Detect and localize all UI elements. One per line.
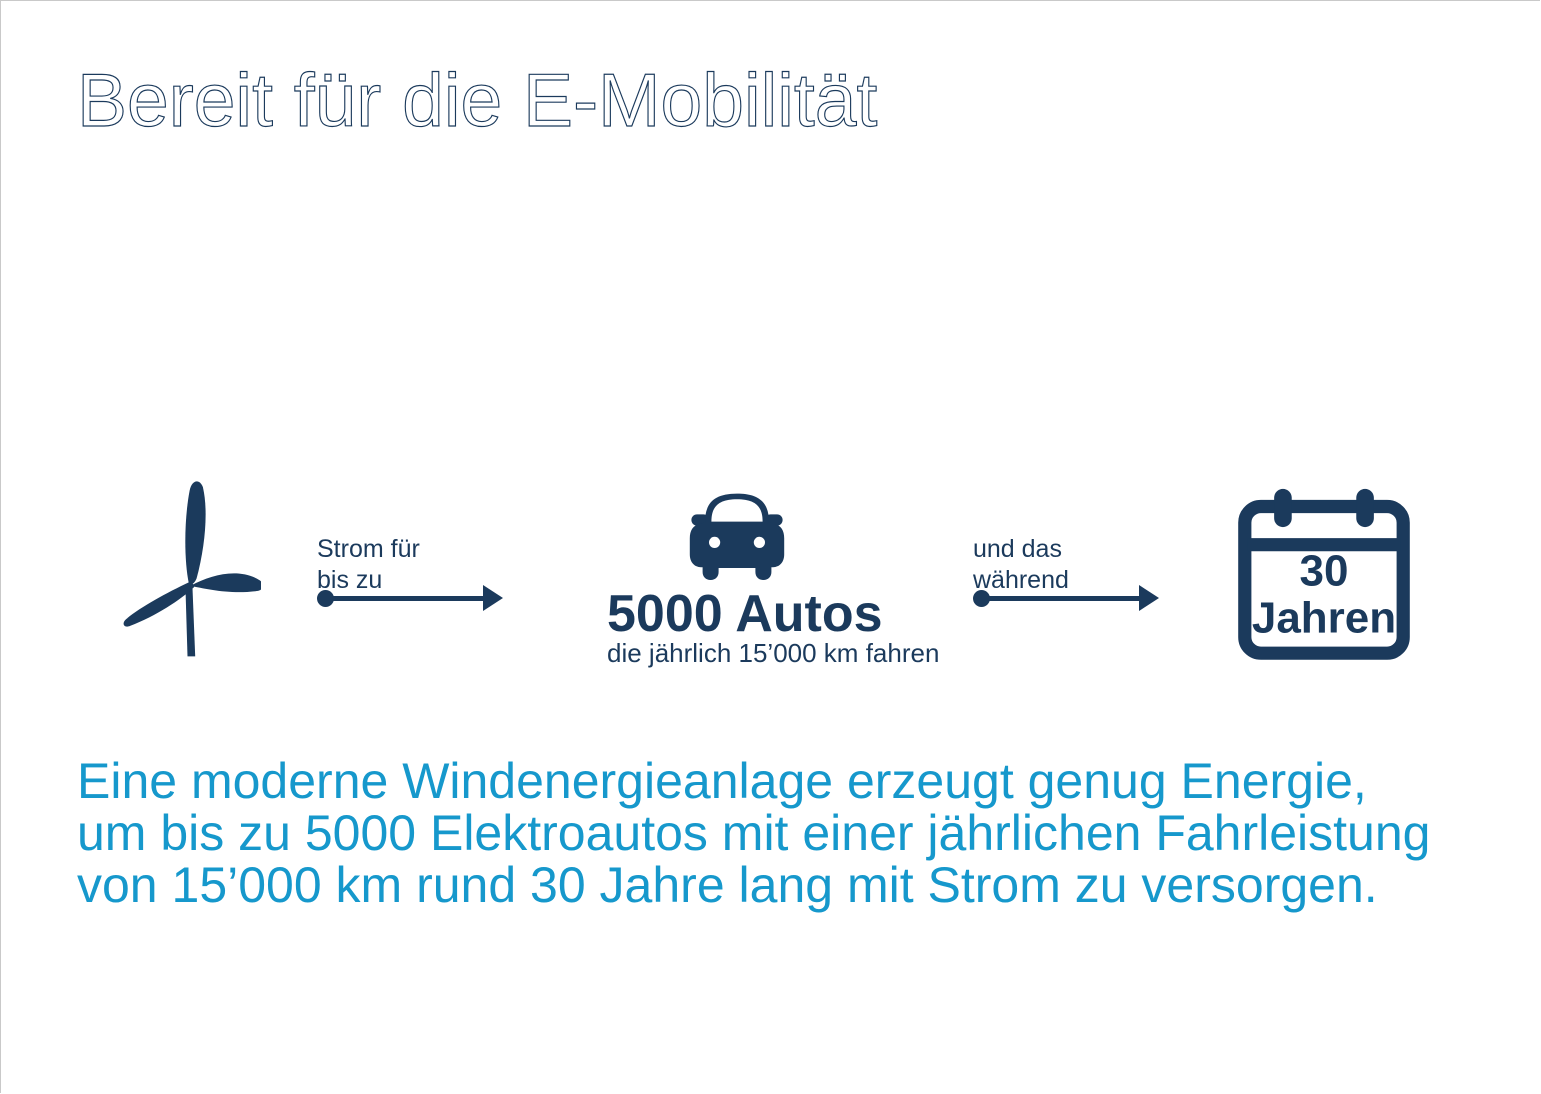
svg-text:30: 30 (1300, 547, 1349, 596)
svg-text:Jahren: Jahren (1252, 594, 1396, 643)
